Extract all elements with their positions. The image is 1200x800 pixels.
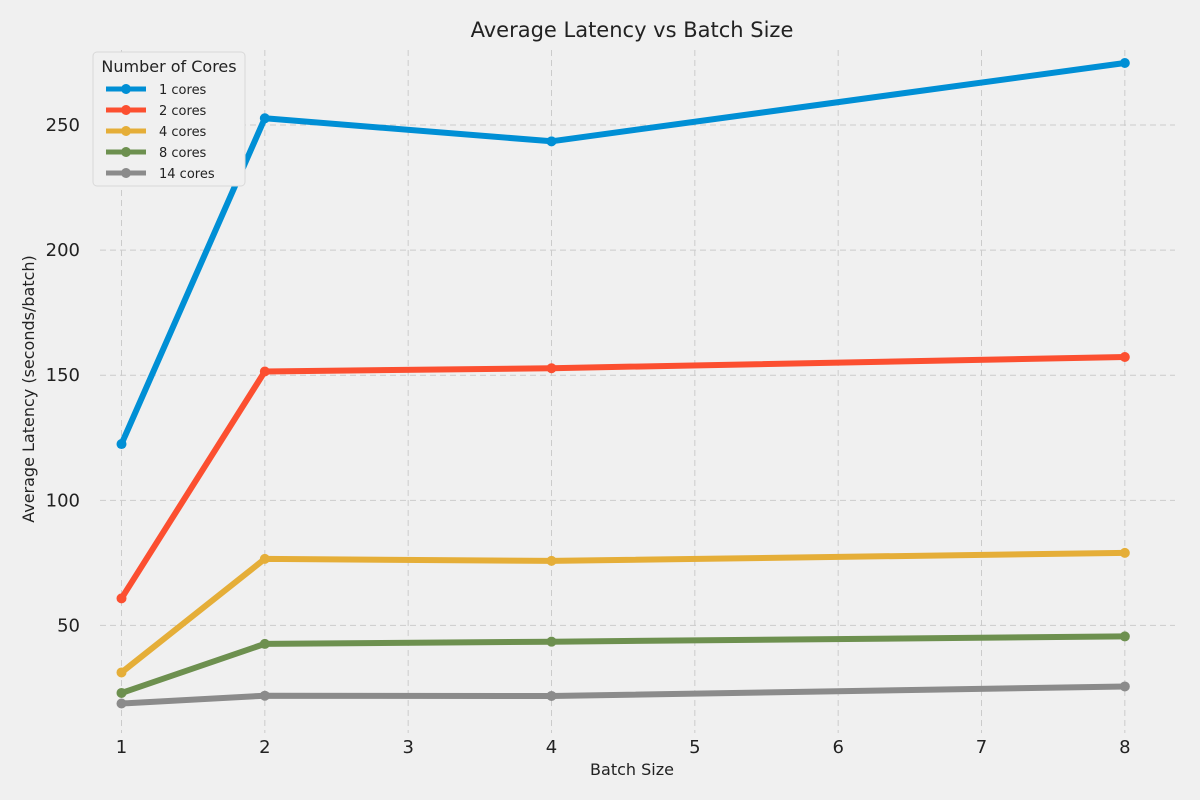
x-tick-label: 4: [546, 737, 557, 758]
data-point-14-cores: [259, 690, 270, 701]
legend-marker-4-cores: [121, 126, 131, 136]
data-point-2-cores: [259, 366, 270, 377]
data-point-1-cores: [546, 136, 557, 147]
y-tick-label: 50: [57, 615, 80, 636]
legend: Number of Cores 1 cores 2 cores 4 cores 8 c…: [92, 51, 246, 187]
series-line-4-cores: [119, 549, 1125, 675]
series-lines: [116, 58, 1130, 709]
data-point-14-cores: [546, 690, 557, 701]
data-point-2-cores: [1119, 351, 1130, 362]
data-point-1-cores: [116, 439, 127, 450]
y-tick-label: 150: [46, 365, 80, 386]
x-tick-label: 8: [1119, 737, 1130, 758]
x-axis-label: Batch Size: [590, 760, 674, 779]
data-point-4-cores: [259, 553, 270, 564]
data-point-2-cores: [546, 363, 557, 374]
legend-label-14-cores: 14 cores: [159, 167, 215, 182]
y-tick-label: 250: [46, 115, 80, 136]
legend-title: Number of Cores: [101, 57, 236, 76]
series-line-1-cores: [118, 60, 1126, 446]
x-tick-label: 2: [259, 737, 270, 758]
x-tick-label: 1: [116, 737, 127, 758]
data-point-4-cores: [116, 667, 127, 678]
y-axis-label: Average Latency (seconds/batch): [19, 255, 38, 523]
data-point-1-cores: [259, 113, 270, 124]
series-line-14-cores: [121, 683, 1125, 707]
legend-label-1-cores: 1 cores: [159, 83, 207, 98]
legend-marker-8-cores: [121, 147, 131, 157]
series-line-2-cores: [118, 354, 1125, 601]
data-point-14-cores: [116, 698, 127, 709]
x-tick-label: 3: [402, 737, 413, 758]
x-tick-label: 6: [832, 737, 843, 758]
legend-marker-14-cores: [121, 168, 131, 178]
data-point-8-cores: [1119, 631, 1130, 642]
legend-label-8-cores: 8 cores: [159, 146, 207, 161]
y-tick-label: 200: [46, 240, 80, 261]
legend-marker-2-cores: [121, 105, 131, 115]
y-tick-label: 100: [46, 490, 80, 511]
legend-label-4-cores: 4 cores: [159, 125, 207, 140]
x-tick-label: 5: [689, 737, 700, 758]
data-point-8-cores: [116, 687, 127, 698]
axes: 1 2 3 4 5 6 7 8 50 100 150 200 250: [46, 115, 1131, 758]
data-point-4-cores: [546, 555, 557, 566]
legend-marker-1-cores: [121, 84, 131, 94]
data-point-8-cores: [546, 636, 557, 647]
data-point-1-cores: [1119, 58, 1130, 69]
data-point-8-cores: [259, 638, 270, 649]
data-point-2-cores: [116, 593, 127, 604]
data-point-4-cores: [1119, 547, 1130, 558]
grid: [100, 50, 1175, 733]
legend-label-2-cores: 2 cores: [159, 104, 207, 119]
series-line-8-cores: [120, 633, 1125, 696]
legend-items: 1 cores 2 cores 4 cores 8 cores 14 cores: [106, 83, 215, 182]
x-tick-label: 7: [976, 737, 987, 758]
chart-title: Average Latency vs Batch Size: [471, 18, 794, 42]
data-point-14-cores: [1119, 681, 1130, 692]
